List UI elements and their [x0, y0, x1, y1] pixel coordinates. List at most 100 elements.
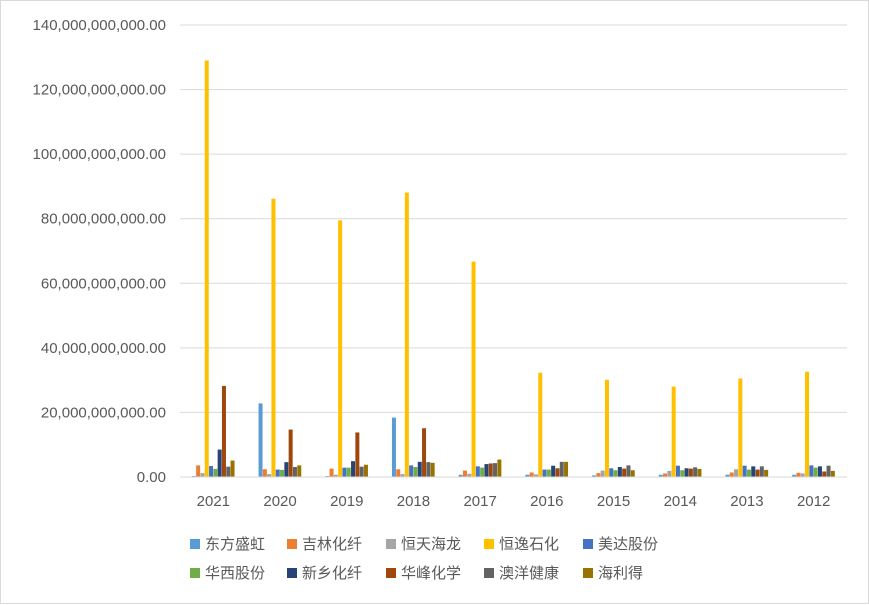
bar-新乡化纤-2018: [417, 461, 422, 477]
bar-海利得-2018: [430, 462, 435, 477]
bar-东方盛虹-2013: [725, 474, 730, 477]
bar-华峰化学-2019: [355, 432, 360, 477]
bar-恒天海龙-2019: [333, 474, 338, 477]
bar-美达股份-2015: [609, 468, 614, 477]
bar-澳洋健康-2015: [626, 465, 631, 477]
bar-吉林化纤-2016: [529, 472, 534, 477]
bar-海利得-2016: [564, 461, 569, 477]
legend-swatch-海利得: [583, 568, 593, 578]
bar-海利得-2020: [297, 465, 302, 477]
bar-吉林化纤-2012: [796, 472, 801, 477]
bar-吉林化纤-2020: [262, 469, 267, 477]
bar-澳洋健康-2018: [426, 462, 431, 477]
bar-华西股份-2012: [813, 467, 818, 477]
bar-华西股份-2018: [413, 466, 418, 477]
legend-swatch-美达股份: [583, 539, 593, 549]
bar-恒天海龙-2013: [734, 469, 739, 477]
bar-海利得-2015: [630, 470, 635, 477]
legend-label: 东方盛虹: [205, 535, 265, 553]
bar-海利得-2019: [363, 464, 368, 477]
bar-东方盛虹-2016: [525, 474, 530, 477]
x-tick-label: 2012: [797, 493, 830, 510]
bar-澳洋健康-2013: [759, 466, 764, 477]
bar-吉林化纤-2018: [396, 469, 401, 477]
bar-澳洋健康-2012: [826, 465, 831, 477]
bar-吉林化纤-2015: [596, 473, 601, 477]
legend-swatch-澳洋健康: [484, 568, 494, 578]
legend-label: 澳洋健康: [499, 564, 559, 582]
bar-恒天海龙-2018: [400, 474, 405, 477]
bar-海利得-2013: [764, 469, 769, 477]
bar-吉林化纤-2017: [462, 470, 467, 477]
bar-美达股份-2016: [542, 469, 547, 477]
bar-恒天海龙-2016: [533, 474, 538, 477]
bar-东方盛虹-2017: [458, 474, 463, 477]
y-tick-label: 40,000,000,000.00: [41, 340, 166, 357]
bar-华峰化学-2013: [755, 469, 760, 477]
y-tick-label: 80,000,000,000.00: [41, 211, 166, 228]
bar-华峰化学-2021: [221, 385, 226, 477]
y-tick-label: 0.00: [137, 469, 166, 486]
bar-新乡化纤-2015: [617, 466, 622, 477]
bar-华峰化学-2017: [488, 463, 493, 477]
legend-label: 海利得: [598, 564, 643, 582]
bar-东方盛虹-2020: [258, 403, 263, 477]
bar-海利得-2017: [497, 459, 502, 477]
bar-澳洋健康-2014: [693, 467, 698, 477]
bar-华西股份-2021: [213, 468, 218, 477]
y-tick-label: 20,000,000,000.00: [41, 404, 166, 421]
bar-美达股份-2014: [675, 465, 680, 477]
legend-label: 恒逸石化: [499, 535, 559, 553]
bar-美达股份-2017: [475, 466, 480, 477]
bar-恒天海龙-2021: [200, 473, 205, 477]
x-tick-label: 2013: [730, 493, 763, 510]
bar-新乡化纤-2013: [751, 466, 756, 477]
y-tick-label: 120,000,000,000.00: [33, 82, 166, 99]
bar-美达股份-2021: [209, 466, 214, 477]
x-tick-label: 2021: [197, 493, 230, 510]
y-tick-label: 100,000,000,000.00: [33, 146, 166, 163]
bar-吉林化纤-2014: [663, 473, 668, 477]
bar-海利得-2021: [230, 460, 235, 477]
bar-恒逸石化-2013: [738, 378, 743, 477]
bar-海利得-2014: [697, 468, 702, 477]
bar-华西股份-2016: [546, 469, 551, 477]
bar-新乡化纤-2021: [217, 449, 222, 477]
bar-海利得-2012: [830, 470, 835, 477]
legend-swatch-吉林化纤: [287, 539, 297, 549]
bar-华西股份-2020: [280, 469, 285, 477]
bar-恒天海龙-2020: [267, 474, 272, 477]
bar-华峰化学-2016: [555, 468, 560, 477]
bar-恒天海龙-2017: [467, 473, 472, 477]
bar-恒逸石化-2016: [538, 372, 543, 477]
bar-新乡化纤-2014: [684, 468, 689, 477]
x-tick-label: 2017: [463, 493, 496, 510]
y-axis-ticks: 0.00 20,000,000,000.00 40,000,000,000.00 60…: [33, 17, 166, 486]
gridlines: [180, 24, 847, 413]
bar-东方盛虹-2015: [592, 475, 597, 477]
bar-澳洋健康-2017: [493, 463, 498, 477]
legend-label: 恒天海龙: [401, 535, 461, 553]
bars: [191, 60, 835, 478]
bar-恒逸石化-2014: [671, 386, 676, 477]
x-tick-label: 2014: [664, 493, 697, 510]
bar-美达股份-2012: [809, 465, 814, 477]
bar-华西股份-2014: [680, 470, 685, 477]
bar-华西股份-2015: [613, 470, 618, 477]
bar-东方盛虹-2014: [658, 474, 663, 477]
legend-swatch-恒逸石化: [484, 539, 494, 549]
bar-恒天海龙-2015: [600, 470, 605, 477]
bar-华峰化学-2018: [422, 428, 427, 477]
x-tick-label: 2020: [263, 493, 296, 510]
bar-吉林化纤-2019: [329, 468, 334, 477]
legend-label: 美达股份: [598, 535, 658, 553]
bar-华峰化学-2014: [688, 468, 693, 477]
x-axis-ticks: 2021 2020 2019 2018 2017 2016 2015 2014 2013 2012: [197, 493, 831, 510]
bar-华峰化学-2015: [622, 468, 627, 477]
bar-澳洋健康-2020: [292, 466, 297, 477]
bar-新乡化纤-2020: [284, 462, 289, 477]
legend-swatch-华西股份: [190, 568, 200, 578]
